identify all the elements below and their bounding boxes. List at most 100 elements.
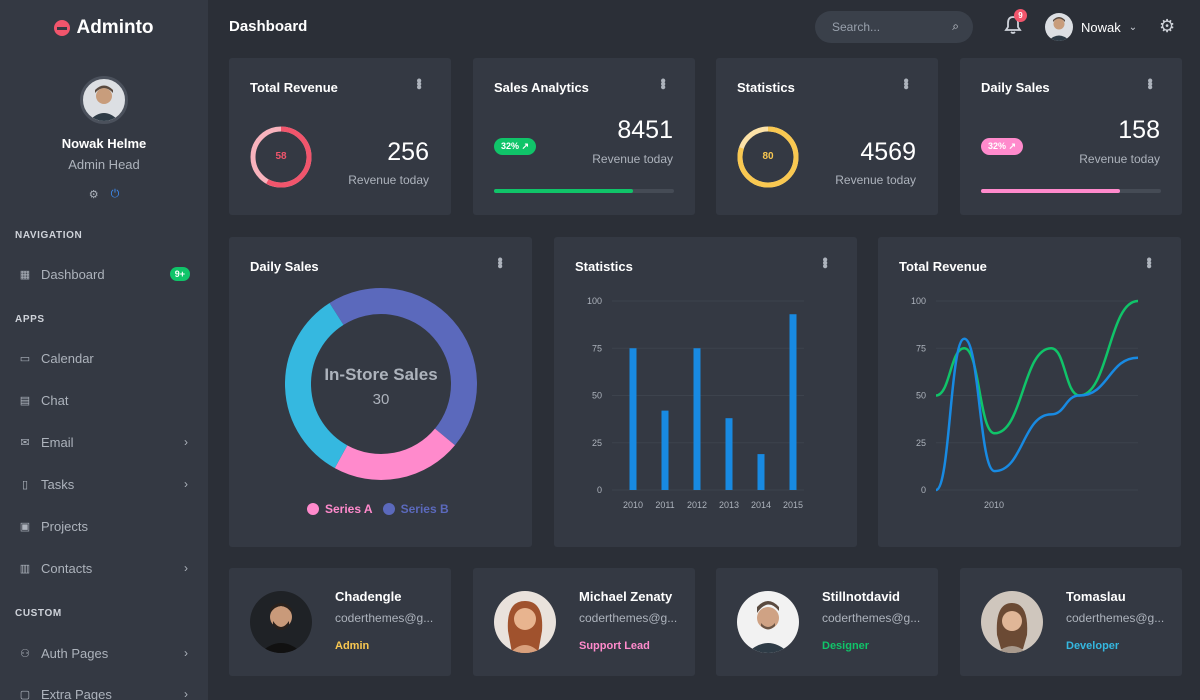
brand-logo[interactable]: Adminto [0,0,208,56]
legend-series-a[interactable]: Series A [307,502,373,516]
x-tick-label: 2013 [719,500,739,510]
sidebar-item-extra-pages[interactable]: ▢ Extra Pages › [0,682,208,700]
sidebar-item-label: Extra Pages [41,686,112,700]
member-role: Designer [822,640,870,652]
dashboard-badge: 9+ [169,267,190,281]
briefcase-icon: ▣ [19,520,31,533]
bar [661,410,669,490]
team-card[interactable]: Tomaslau coderthemes@g... Developer [960,568,1182,676]
progress-fill [494,189,633,193]
search-placeholder: Search... [832,20,881,34]
file-icon: ▢ [19,688,31,700]
y-tick-label: 100 [587,296,602,306]
stat-value: 256 [387,138,429,166]
member-name: Stillnotdavid [822,589,900,604]
sidebar-item-label: Calendar [41,350,94,366]
statistics-ring-gauge: 80 [737,126,799,188]
bar [693,348,701,490]
series-line [934,337,1139,492]
brand-name: Adminto [76,17,154,38]
stat-subtitle: Revenue today [835,173,916,187]
nav-section-apps: APPS [15,314,45,325]
team-card[interactable]: Chadengle coderthemes@g... Admin [229,568,451,676]
user-name: Nowak [1081,19,1121,35]
x-tick-label: 2010 [623,500,643,510]
sidebar-item-contacts[interactable]: ▥ Contacts › [0,556,208,580]
member-name: Tomaslau [1066,589,1126,604]
y-tick-label: 25 [592,438,602,448]
sidebar-item-label: Auth Pages [41,645,109,661]
chevron-right-icon: › [184,477,188,491]
sidebar-item-auth-pages[interactable]: ⚇ Auth Pages › [0,641,208,665]
kebab-menu-icon[interactable]: ••• [410,78,427,88]
sidebar-item-label: Contacts [41,560,93,576]
power-icon[interactable]: ⏻ [110,188,120,200]
growth-pill: 32% ↗ [494,138,537,155]
sidebar-item-email[interactable]: ✉ Email › [0,430,208,454]
legend-dot [307,503,319,515]
kebab-menu-icon[interactable]: ••• [1141,78,1158,88]
profile-name: Nowak Helme [61,136,147,151]
chat-icon: ▤ [19,394,31,407]
stat-value: 158 [1118,116,1160,144]
y-tick-label: 50 [916,391,926,401]
sidebar-item-projects[interactable]: ▣ Projects [0,514,208,538]
donut-slice [334,428,455,480]
sidebar-item-label: Projects [41,518,88,534]
kebab-menu-icon[interactable]: ••• [816,257,833,267]
member-avatar [737,591,799,653]
kebab-menu-icon[interactable]: ••• [491,257,508,267]
user-menu[interactable]: Nowak ⌄ [1045,13,1137,41]
y-tick-label: 75 [592,343,602,353]
y-tick-label: 75 [916,343,926,353]
kebab-menu-icon[interactable]: ••• [897,78,914,88]
line-chart: 0 25 50 75 100 2010 [911,296,1139,510]
y-tick-label: 50 [592,391,602,401]
ring-value: 58 [275,151,287,162]
revenue-ring-gauge: 58 [250,126,312,188]
bell-icon[interactable]: 9 [1004,9,1027,40]
sidebar-item-label: Chat [41,392,69,408]
sidebar-item-tasks[interactable]: ▯ Tasks › [0,472,208,496]
team-card[interactable]: Michael Zenaty coderthemes@g... Support … [473,568,695,676]
stat-subtitle: Revenue today [348,173,429,187]
donut-slice [285,302,348,469]
gear-icon[interactable]: ⚙ [88,189,99,201]
chevron-right-icon: › [184,561,188,575]
topbar: Dashboard Search... ⌕ 9 Nowak ⌄ ⚙ [208,0,1200,56]
card-title: Sales Analytics [494,80,589,95]
stat-value: 4569 [860,138,916,166]
search-icon[interactable]: ⌕ [952,19,959,33]
settings-gear-icon[interactable]: ⚙ [1159,16,1176,36]
bar-chart: 0 25 50 75 100 2010 2011 2012 2013 2014 2015 [587,296,804,510]
team-card[interactable]: Stillnotdavid coderthemes@g... Designer [716,568,938,676]
sidebar-item-chat[interactable]: ▤ Chat [0,388,208,412]
member-email: coderthemes@g... [579,611,678,625]
bar [789,314,797,490]
kebab-menu-icon[interactable]: ••• [654,78,671,88]
adminto-logo-icon [54,20,71,36]
progress-fill [981,189,1120,193]
legend-series-b[interactable]: Series B [382,502,449,516]
x-tick-label: 2014 [751,500,771,510]
user-avatar [1045,13,1073,41]
y-tick-label: 100 [911,296,926,306]
mail-icon: ✉ [20,436,30,449]
sidebar-item-dashboard[interactable]: ▦ Dashboard 9+ [0,262,208,286]
sidebar-item-calendar[interactable]: ▭ Calendar [0,346,208,370]
member-role: Admin [335,640,370,652]
kebab-menu-icon[interactable]: ••• [1140,257,1157,267]
users-icon: ⚇ [20,647,30,660]
profile-role: Admin Head [68,157,140,172]
y-tick-label: 25 [916,438,926,448]
donut-center-value: 30 [373,391,390,408]
search-input[interactable]: Search... ⌕ [815,11,973,43]
chevron-down-icon: ⌄ [1128,21,1138,33]
donut-chart: In-Store Sales 30 [285,288,477,480]
series-line [935,299,1139,435]
chevron-right-icon: › [184,687,188,700]
card-title: Daily Sales [981,80,1050,95]
sidebar-item-label: Dashboard [41,266,105,282]
bar [725,418,733,490]
profile-avatar[interactable] [80,76,128,124]
